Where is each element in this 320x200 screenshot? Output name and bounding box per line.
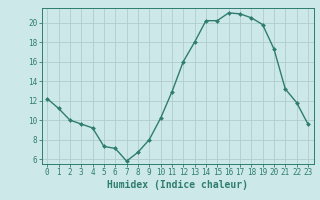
X-axis label: Humidex (Indice chaleur): Humidex (Indice chaleur) (107, 180, 248, 190)
